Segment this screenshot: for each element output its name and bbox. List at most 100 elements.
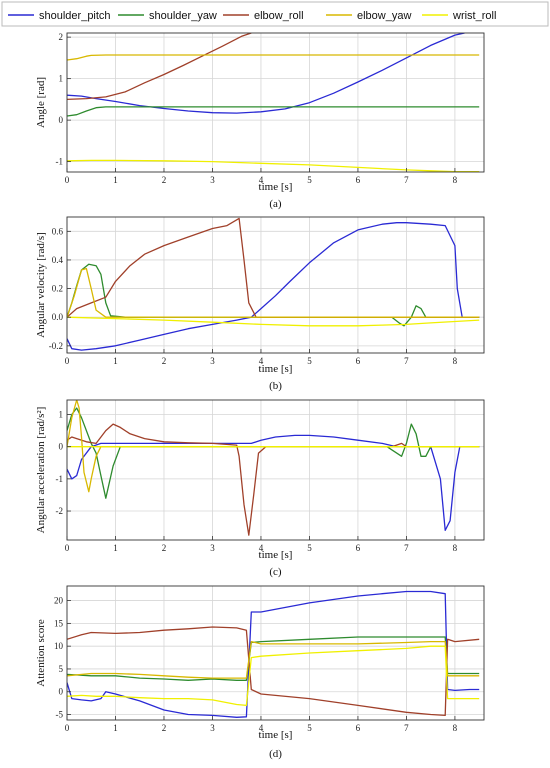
legend-label-elbow_yaw: elbow_yaw xyxy=(357,10,411,22)
legend-box xyxy=(1,1,549,27)
x-tick-label: 5 xyxy=(307,543,312,553)
y-tick-label: 2 xyxy=(59,32,64,42)
x-tick-label: 8 xyxy=(453,723,458,733)
x-tick-label: 0 xyxy=(65,356,70,366)
legend-label-shoulder_pitch: shoulder_pitch xyxy=(39,10,111,22)
x-tick-label: 2 xyxy=(162,175,167,185)
panel-2: 0 1 2 3 4 5 6 7 8 -0.2 0.0 0.2 0.4 0.6 time [s] Angular… xyxy=(35,216,485,392)
x-axis-label: time [s] xyxy=(259,363,293,375)
y-axis-label: Angular velocity [rad/s] xyxy=(35,232,47,338)
x-tick-label: 4 xyxy=(259,543,264,553)
x-tick-label: 6 xyxy=(356,356,361,366)
y-tick-label: -1 xyxy=(56,157,64,167)
y-tick-label: 0.6 xyxy=(52,226,64,236)
panel-label: (b) xyxy=(269,380,282,392)
series-line-shoulder_pitch xyxy=(67,33,465,114)
x-tick-label: 6 xyxy=(356,175,361,185)
x-axis-label: time [s] xyxy=(259,549,293,561)
panel-label: (c) xyxy=(269,566,282,578)
x-tick-label: 0 xyxy=(65,175,70,185)
x-tick-label: 1 xyxy=(113,356,118,366)
plot-frame xyxy=(66,216,485,354)
grid xyxy=(66,217,484,353)
plot-frame xyxy=(66,32,485,173)
x-tick-label: 7 xyxy=(404,175,409,185)
x-tick-label: 4 xyxy=(259,356,264,366)
x-axis-label: time [s] xyxy=(259,181,293,193)
grid xyxy=(66,33,484,172)
x-tick-label: 8 xyxy=(453,543,458,553)
y-tick-label: 0 xyxy=(59,115,64,125)
x-tick-label: 5 xyxy=(307,356,312,366)
y-tick-label: -2 xyxy=(56,506,64,516)
y-tick-label: 0 xyxy=(59,687,64,697)
y-tick-label: 20 xyxy=(54,596,64,606)
grid xyxy=(66,400,484,540)
x-tick-label: 2 xyxy=(162,543,167,553)
plot-frame xyxy=(66,399,485,541)
x-tick-label: 4 xyxy=(259,175,264,185)
y-tick-label: 0.0 xyxy=(52,312,64,322)
x-tick-label: 6 xyxy=(356,723,361,733)
x-tick-label: 3 xyxy=(210,723,215,733)
series-line-wrist_roll xyxy=(67,645,480,707)
series-line-shoulder_yaw xyxy=(67,407,480,499)
x-tick-label: 2 xyxy=(162,356,167,366)
x-tick-label: 2 xyxy=(162,723,167,733)
y-tick-label: 5 xyxy=(59,664,64,674)
series-line-elbow_yaw xyxy=(67,267,480,318)
y-tick-label: 10 xyxy=(54,641,64,651)
x-tick-label: 0 xyxy=(65,543,70,553)
series-line-elbow_yaw xyxy=(67,54,480,61)
x-tick-label: 3 xyxy=(210,175,215,185)
y-tick-label: -0.2 xyxy=(49,341,63,351)
series-line-wrist_roll xyxy=(67,159,480,172)
panel-3: 0 1 2 3 4 5 6 7 8 -2 -1 0 1 time [s] Angular accelerat… xyxy=(35,399,485,578)
series-line-elbow_roll xyxy=(67,217,480,318)
y-axis-label: Angular acceleration [rad/s²] xyxy=(35,407,47,534)
legend: shoulder_pitch shoulder_yaw elbow_roll elbo… xyxy=(1,1,549,27)
series-group xyxy=(67,217,480,351)
x-tick-label: 7 xyxy=(404,356,409,366)
x-tick-label: 0 xyxy=(65,723,70,733)
x-tick-label: 3 xyxy=(210,356,215,366)
series-line-shoulder_yaw xyxy=(67,106,480,117)
series-line-elbow_roll xyxy=(67,33,252,101)
series-line-wrist_roll xyxy=(67,316,480,327)
x-tick-label: 1 xyxy=(113,723,118,733)
panel-label: (a) xyxy=(269,198,282,210)
x-tick-label: 5 xyxy=(307,723,312,733)
series-group xyxy=(67,400,480,536)
series-group xyxy=(67,590,480,718)
x-tick-label: 1 xyxy=(113,175,118,185)
plot-frame xyxy=(66,585,485,721)
y-tick-label: -5 xyxy=(56,710,64,720)
x-tick-label: 3 xyxy=(210,543,215,553)
y-tick-label: 1 xyxy=(59,409,64,419)
legend-label-shoulder_yaw: shoulder_yaw xyxy=(149,10,217,22)
y-tick-label: -1 xyxy=(56,474,64,484)
series-line-shoulder_pitch xyxy=(67,590,480,718)
series-line-elbow_yaw xyxy=(67,640,480,679)
panel-label: (d) xyxy=(269,748,282,760)
series-line-shoulder_pitch xyxy=(67,434,480,531)
y-tick-label: 0.4 xyxy=(52,255,64,265)
legend-label-elbow_roll: elbow_roll xyxy=(254,10,304,22)
x-axis-label: time [s] xyxy=(259,729,293,741)
y-axis-label: Attention score xyxy=(35,619,47,687)
y-tick-label: 0 xyxy=(59,442,64,452)
x-tick-label: 5 xyxy=(307,175,312,185)
x-tick-label: 4 xyxy=(259,723,264,733)
series-line-elbow_yaw xyxy=(67,400,480,493)
x-tick-label: 1 xyxy=(113,543,118,553)
legend-label-wrist_roll: wrist_roll xyxy=(452,10,496,22)
x-tick-label: 7 xyxy=(404,723,409,733)
y-tick-label: 0.2 xyxy=(52,284,63,294)
y-tick-label: 15 xyxy=(54,618,64,628)
grid xyxy=(66,586,484,720)
series-group xyxy=(67,33,480,172)
